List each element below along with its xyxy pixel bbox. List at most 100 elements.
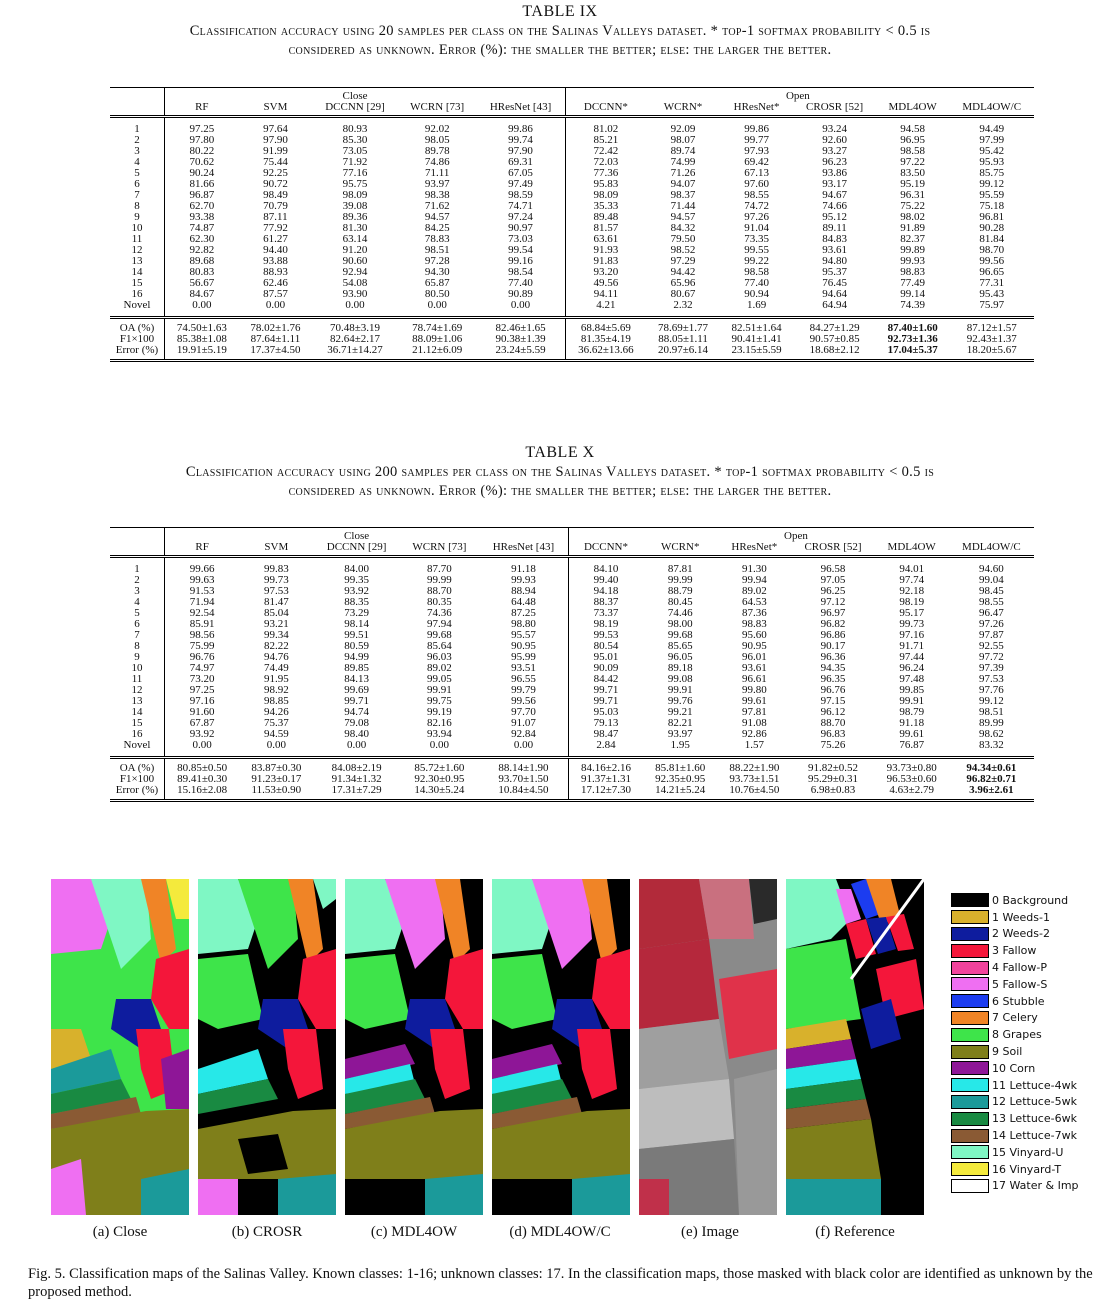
table-row: 13 97.16 98.85 99.71 99.75 99.56 99.71 99.76 99.… (110, 696, 1034, 707)
table-cell: 96.76 (820, 684, 846, 696)
table-cell: 87.11 (263, 211, 288, 223)
table-cell: 98.40 (344, 728, 369, 740)
table-cell: 99.85 (899, 684, 925, 696)
table-cell: 97.25 (189, 123, 215, 135)
table-cell: 88.70 (427, 585, 452, 597)
subcaption-e: (e) Image (681, 1224, 739, 1240)
table-cell: 91.18 (899, 717, 925, 729)
table-cell: 97.80 (189, 134, 215, 146)
map-mdl4ow (345, 879, 483, 1215)
table-cell: 1.57 (744, 739, 764, 751)
table-cell: 98.19 (899, 596, 925, 608)
table-cell: 73.05 (342, 145, 368, 157)
table-cell: 91.71 (899, 640, 925, 652)
summary-cell: 96.82±0.71 (966, 773, 1017, 785)
row-label: 11 (110, 234, 165, 245)
table-row: 15 56.67 62.46 54.08 65.87 77.40 49.56 65.96 77.… (110, 278, 1034, 289)
table-cell: 96.83 (820, 728, 846, 740)
table-cell: 91.18 (479, 556, 569, 575)
table-cell: 85.30 (342, 134, 368, 146)
legend-swatch (951, 1111, 989, 1126)
table-cell: 89.11 (822, 222, 847, 234)
table-cell: 92.55 (979, 640, 1004, 652)
legend-label: 5 Fallow-S (992, 977, 1048, 991)
table-row: 2 97.80 97.90 85.30 98.05 99.74 85.21 98.07 99.7… (110, 135, 1034, 146)
table-cell: 91.83 (593, 255, 619, 267)
table-row: 8 62.70 70.79 39.08 71.62 74.71 35.33 71.44 74.7… (110, 201, 1034, 212)
table-cell: 98.59 (476, 190, 566, 201)
table-cell: 91.04 (744, 222, 769, 234)
table-cell: 67.05 (476, 168, 566, 179)
table-cell: 4.21 (596, 299, 616, 311)
table-cell: 97.49 (476, 179, 566, 190)
table-cell: 97.64 (263, 123, 288, 135)
row-label: 2 (110, 575, 165, 586)
table-cell: 81.66 (189, 178, 215, 190)
table-row: 11 62.30 61.27 63.14 78.83 73.03 63.61 79.50 73.… (110, 234, 1034, 245)
table-row: 12 97.25 98.92 99.69 99.91 99.79 99.71 99.91 99.… (110, 685, 1034, 696)
table-cell: 99.05 (427, 673, 452, 685)
row-label: 15 (110, 718, 165, 729)
summary-cell: 82.51±1.64 (719, 316, 794, 334)
legend-swatch (951, 1128, 989, 1143)
legend-label: 0 Background (992, 893, 1069, 907)
table-cell: 98.55 (979, 596, 1004, 608)
table-cell: 93.92 (344, 585, 369, 597)
legend-item: 11 Lettuce-4wk (951, 1077, 1079, 1094)
row-label: 6 (110, 179, 165, 190)
group-open-label: Open (719, 87, 876, 102)
table-cell: 77.36 (593, 167, 619, 179)
header-spacer (110, 102, 165, 118)
table-cell: 67.87 (189, 717, 215, 729)
summary-row: F1×100 89.41±0.30 91.23±0.17 91.34±1.32 92.3… (110, 774, 1034, 785)
table-cell: 97.74 (899, 574, 925, 586)
table-cell: 99.51 (344, 629, 369, 641)
table-cell: 95.37 (822, 266, 847, 278)
table-cell: 92.84 (479, 729, 569, 740)
table-row: 1 99.66 99.83 84.00 87.70 91.18 84.10 87.81 91.3… (110, 556, 1034, 575)
table-cell: 69.31 (476, 157, 566, 168)
table-cell: 85.65 (667, 640, 693, 652)
table-cell: 82.37 (900, 233, 926, 245)
table-cell: 54.08 (342, 277, 368, 289)
header-spacer (238, 87, 313, 102)
table-cell: 99.80 (741, 684, 767, 696)
summary-cell: 18.20±5.67 (949, 345, 1034, 362)
table-cell: 97.22 (900, 156, 926, 168)
row-label: 16 (110, 729, 165, 740)
table-cell: 99.61 (899, 728, 925, 740)
table-row: 6 85.91 93.21 98.14 97.94 98.80 98.19 98.00 98.8… (110, 619, 1034, 630)
table-cell: 93.97 (424, 178, 450, 190)
table-cell: 98.51 (979, 706, 1004, 718)
summary-cell: 88.09±1.06 (412, 333, 463, 345)
row-label: 10 (110, 223, 165, 234)
table-cell: 94.11 (593, 288, 619, 300)
table-cell: 77.49 (900, 277, 926, 289)
table-cell: 77.40 (476, 278, 566, 289)
table-cell: 99.04 (979, 574, 1004, 586)
column-header: MDL4OW (874, 542, 949, 558)
table-cell: 98.38 (424, 189, 450, 201)
table-cell: 91.08 (741, 717, 767, 729)
table-cell: 92.25 (263, 167, 288, 179)
table-cell: 94.57 (424, 211, 450, 223)
table-row: 9 93.38 87.11 89.36 94.57 97.24 89.48 94.57 97.2… (110, 212, 1034, 223)
table-cell: 99.71 (344, 695, 369, 707)
table-cell: 97.12 (820, 596, 846, 608)
table-cell: 79.50 (670, 233, 696, 245)
table10-caption-line1: Classification accuracy using 200 sample… (185, 464, 935, 480)
table-cell: 97.25 (189, 684, 215, 696)
row-label: 3 (110, 586, 165, 597)
table-cell: 84.32 (670, 222, 696, 234)
table-cell: 64.94 (822, 299, 847, 311)
table-cell: 84.25 (424, 222, 450, 234)
row-label: 2 (110, 135, 165, 146)
table-cell: 96.76 (189, 651, 215, 663)
table-cell: 39.08 (342, 200, 368, 212)
table-cell: 99.93 (479, 575, 569, 586)
column-header: MDL4OW/C (948, 542, 1034, 558)
table-cell: 92.54 (189, 607, 215, 619)
legend-item: 0 Background (951, 892, 1079, 909)
subcaption-c: (c) MDL4OW (370, 1224, 458, 1240)
legend-label: 4 Fallow-P (992, 961, 1047, 975)
